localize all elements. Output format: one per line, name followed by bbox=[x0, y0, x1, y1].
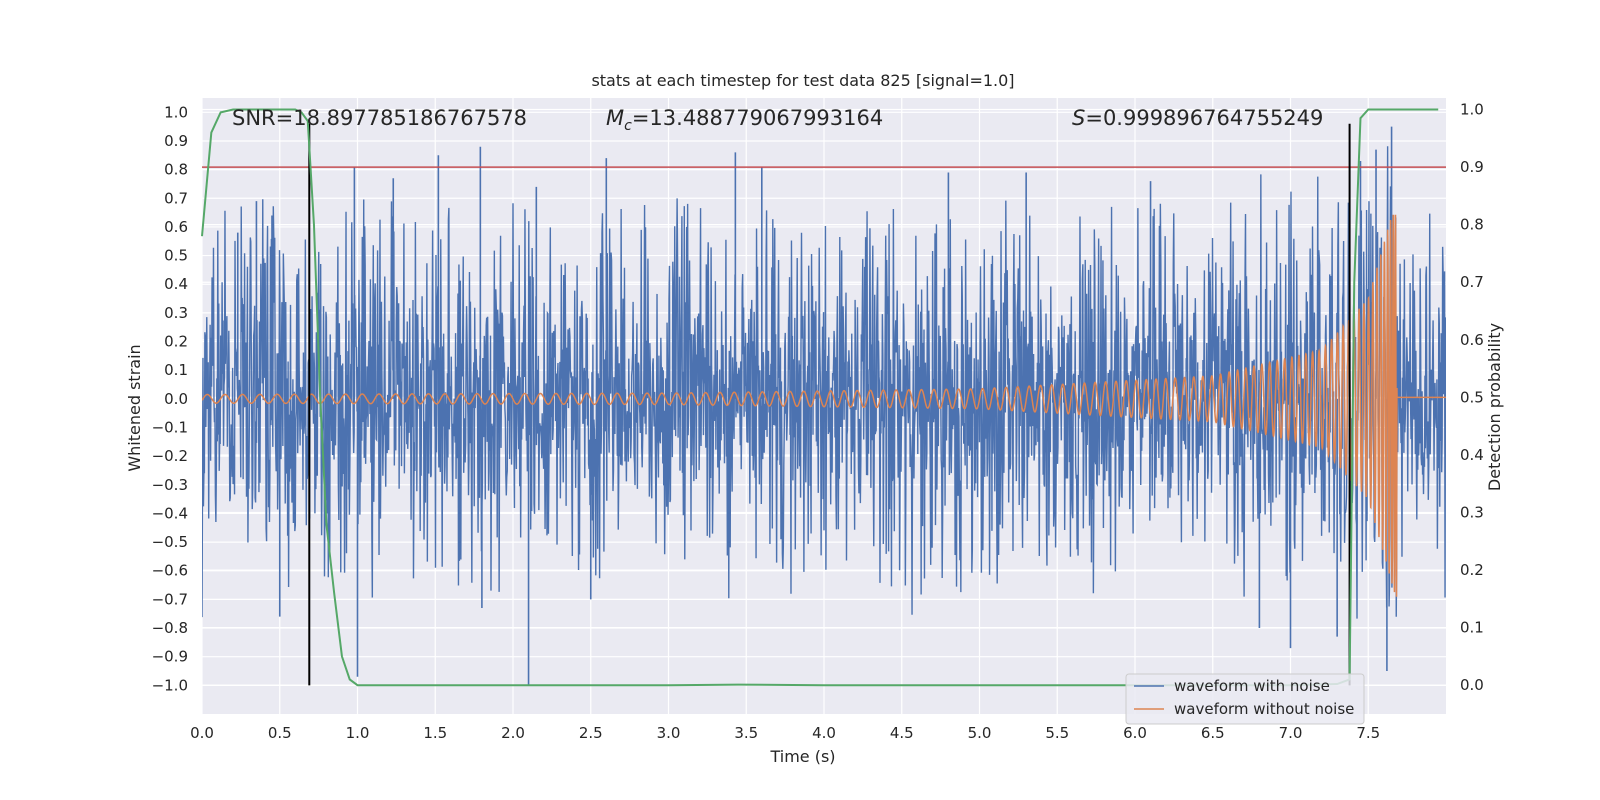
legend-entry-noise: waveform with noise bbox=[1174, 677, 1330, 695]
y-right-tick-label: 0.9 bbox=[1460, 158, 1484, 176]
y-right-tick-label: 0.6 bbox=[1460, 331, 1484, 349]
x-tick-label: 3.0 bbox=[657, 724, 681, 742]
y-left-tick-label: −0.2 bbox=[152, 447, 188, 465]
score-value: =0.999896764755249 bbox=[1085, 106, 1323, 130]
y-right-tick-label: 0.2 bbox=[1460, 561, 1484, 579]
y-right-tick-label: 0.7 bbox=[1460, 273, 1484, 291]
y-right-tick-label: 0.1 bbox=[1460, 619, 1484, 637]
y-left-tick-label: 0.5 bbox=[164, 247, 188, 265]
legend-entry-clean: waveform without noise bbox=[1174, 700, 1354, 718]
y-axis-right-label: Detection probability bbox=[1485, 323, 1504, 491]
x-tick-label: 5.5 bbox=[1045, 724, 1069, 742]
clean-waveform-line bbox=[202, 214, 1446, 597]
y-left-tick-label: 0.2 bbox=[164, 333, 188, 351]
legend-box bbox=[1125, 673, 1365, 725]
y-left-tick-label: 0.9 bbox=[164, 132, 188, 150]
chirp-mass-value: =13.488779067993164 bbox=[632, 106, 883, 130]
y-left-tick-label: −0.8 bbox=[152, 619, 188, 637]
y-left-tick-label: 0.0 bbox=[164, 390, 188, 408]
snr-annotation: SNR=18.897785186767578 bbox=[232, 106, 527, 130]
y-right-tick-label: 1.0 bbox=[1460, 101, 1484, 119]
x-tick-label: 5.0 bbox=[968, 724, 992, 742]
clean-waveform-series bbox=[202, 214, 1446, 597]
y-right-tick-label: 0.8 bbox=[1460, 216, 1484, 234]
x-tick-label: 4.0 bbox=[812, 724, 836, 742]
x-tick-label: 1.5 bbox=[423, 724, 447, 742]
score-symbol: S bbox=[1072, 106, 1085, 130]
chirp-mass-symbol: M bbox=[606, 106, 624, 130]
y-axis-left-ticks: 1.0 0.9 0.8 0.7 0.6 0.5 0.4 0.3 0.2 0.1 0.0 −0.1 −0.… bbox=[152, 103, 188, 694]
reference-lines bbox=[202, 123, 1446, 686]
x-tick-label: 1.0 bbox=[346, 724, 370, 742]
y-left-tick-label: −0.4 bbox=[152, 504, 188, 522]
y-left-tick-label: 0.7 bbox=[164, 189, 188, 207]
x-tick-label: 2.5 bbox=[579, 724, 603, 742]
y-left-tick-label: −0.1 bbox=[152, 418, 188, 436]
y-left-tick-label: 0.8 bbox=[164, 161, 188, 179]
x-tick-label: 6.0 bbox=[1123, 724, 1147, 742]
y-left-tick-label: 1.0 bbox=[164, 103, 188, 121]
y-left-tick-label: 0.1 bbox=[164, 361, 188, 379]
detection-probability-series bbox=[201, 108, 1439, 687]
x-tick-label: 7.5 bbox=[1356, 724, 1380, 742]
y-left-tick-label: −0.9 bbox=[152, 648, 188, 666]
x-tick-label: 3.5 bbox=[734, 724, 758, 742]
y-left-tick-label: 0.6 bbox=[164, 218, 188, 236]
x-tick-label: 4.5 bbox=[890, 724, 914, 742]
legend: waveform with noise waveform without noi… bbox=[1125, 673, 1365, 725]
x-axis-label: Time (s) bbox=[769, 747, 835, 766]
x-axis-ticks: 0.0 0.5 1.0 1.5 2.0 2.5 3.0 3.5 4.0 4.5 5.0 5.5 6.0 6… bbox=[190, 724, 1380, 742]
y-right-tick-label: 0.4 bbox=[1460, 446, 1484, 464]
detection-probability-line bbox=[201, 108, 1439, 687]
y-right-tick-label: 0.3 bbox=[1460, 504, 1484, 522]
x-tick-label: 7.0 bbox=[1279, 724, 1303, 742]
y-axis-right-ticks: 1.0 0.9 0.8 0.7 0.6 0.5 0.4 0.3 0.2 0.1 0.0 bbox=[1460, 101, 1484, 695]
y-left-tick-label: −0.6 bbox=[152, 562, 188, 580]
y-left-tick-label: −0.3 bbox=[152, 476, 188, 494]
x-tick-label: 0.0 bbox=[190, 724, 214, 742]
x-tick-label: 6.5 bbox=[1201, 724, 1225, 742]
chart-title: stats at each timestep for test data 825… bbox=[591, 71, 1014, 90]
noise-waveform-line bbox=[202, 146, 1446, 619]
y-left-tick-label: −0.7 bbox=[152, 590, 188, 608]
chirp-mass-annotation: Mc=13.488779067993164 bbox=[606, 106, 883, 134]
x-tick-label: 2.0 bbox=[501, 724, 525, 742]
y-right-tick-label: 0.0 bbox=[1460, 676, 1484, 694]
y-left-tick-label: −0.5 bbox=[152, 533, 188, 551]
y-left-tick-label: 0.4 bbox=[164, 275, 188, 293]
y-left-tick-label: −1.0 bbox=[152, 676, 188, 694]
score-annotation: S=0.999896764755249 bbox=[1072, 106, 1323, 130]
y-right-tick-label: 0.5 bbox=[1460, 388, 1484, 406]
x-tick-label: 0.5 bbox=[268, 724, 292, 742]
y-axis-left-label: Whitened strain bbox=[125, 344, 144, 471]
chirp-mass-subscript: c bbox=[624, 118, 632, 134]
y-left-tick-label: 0.3 bbox=[164, 304, 188, 322]
